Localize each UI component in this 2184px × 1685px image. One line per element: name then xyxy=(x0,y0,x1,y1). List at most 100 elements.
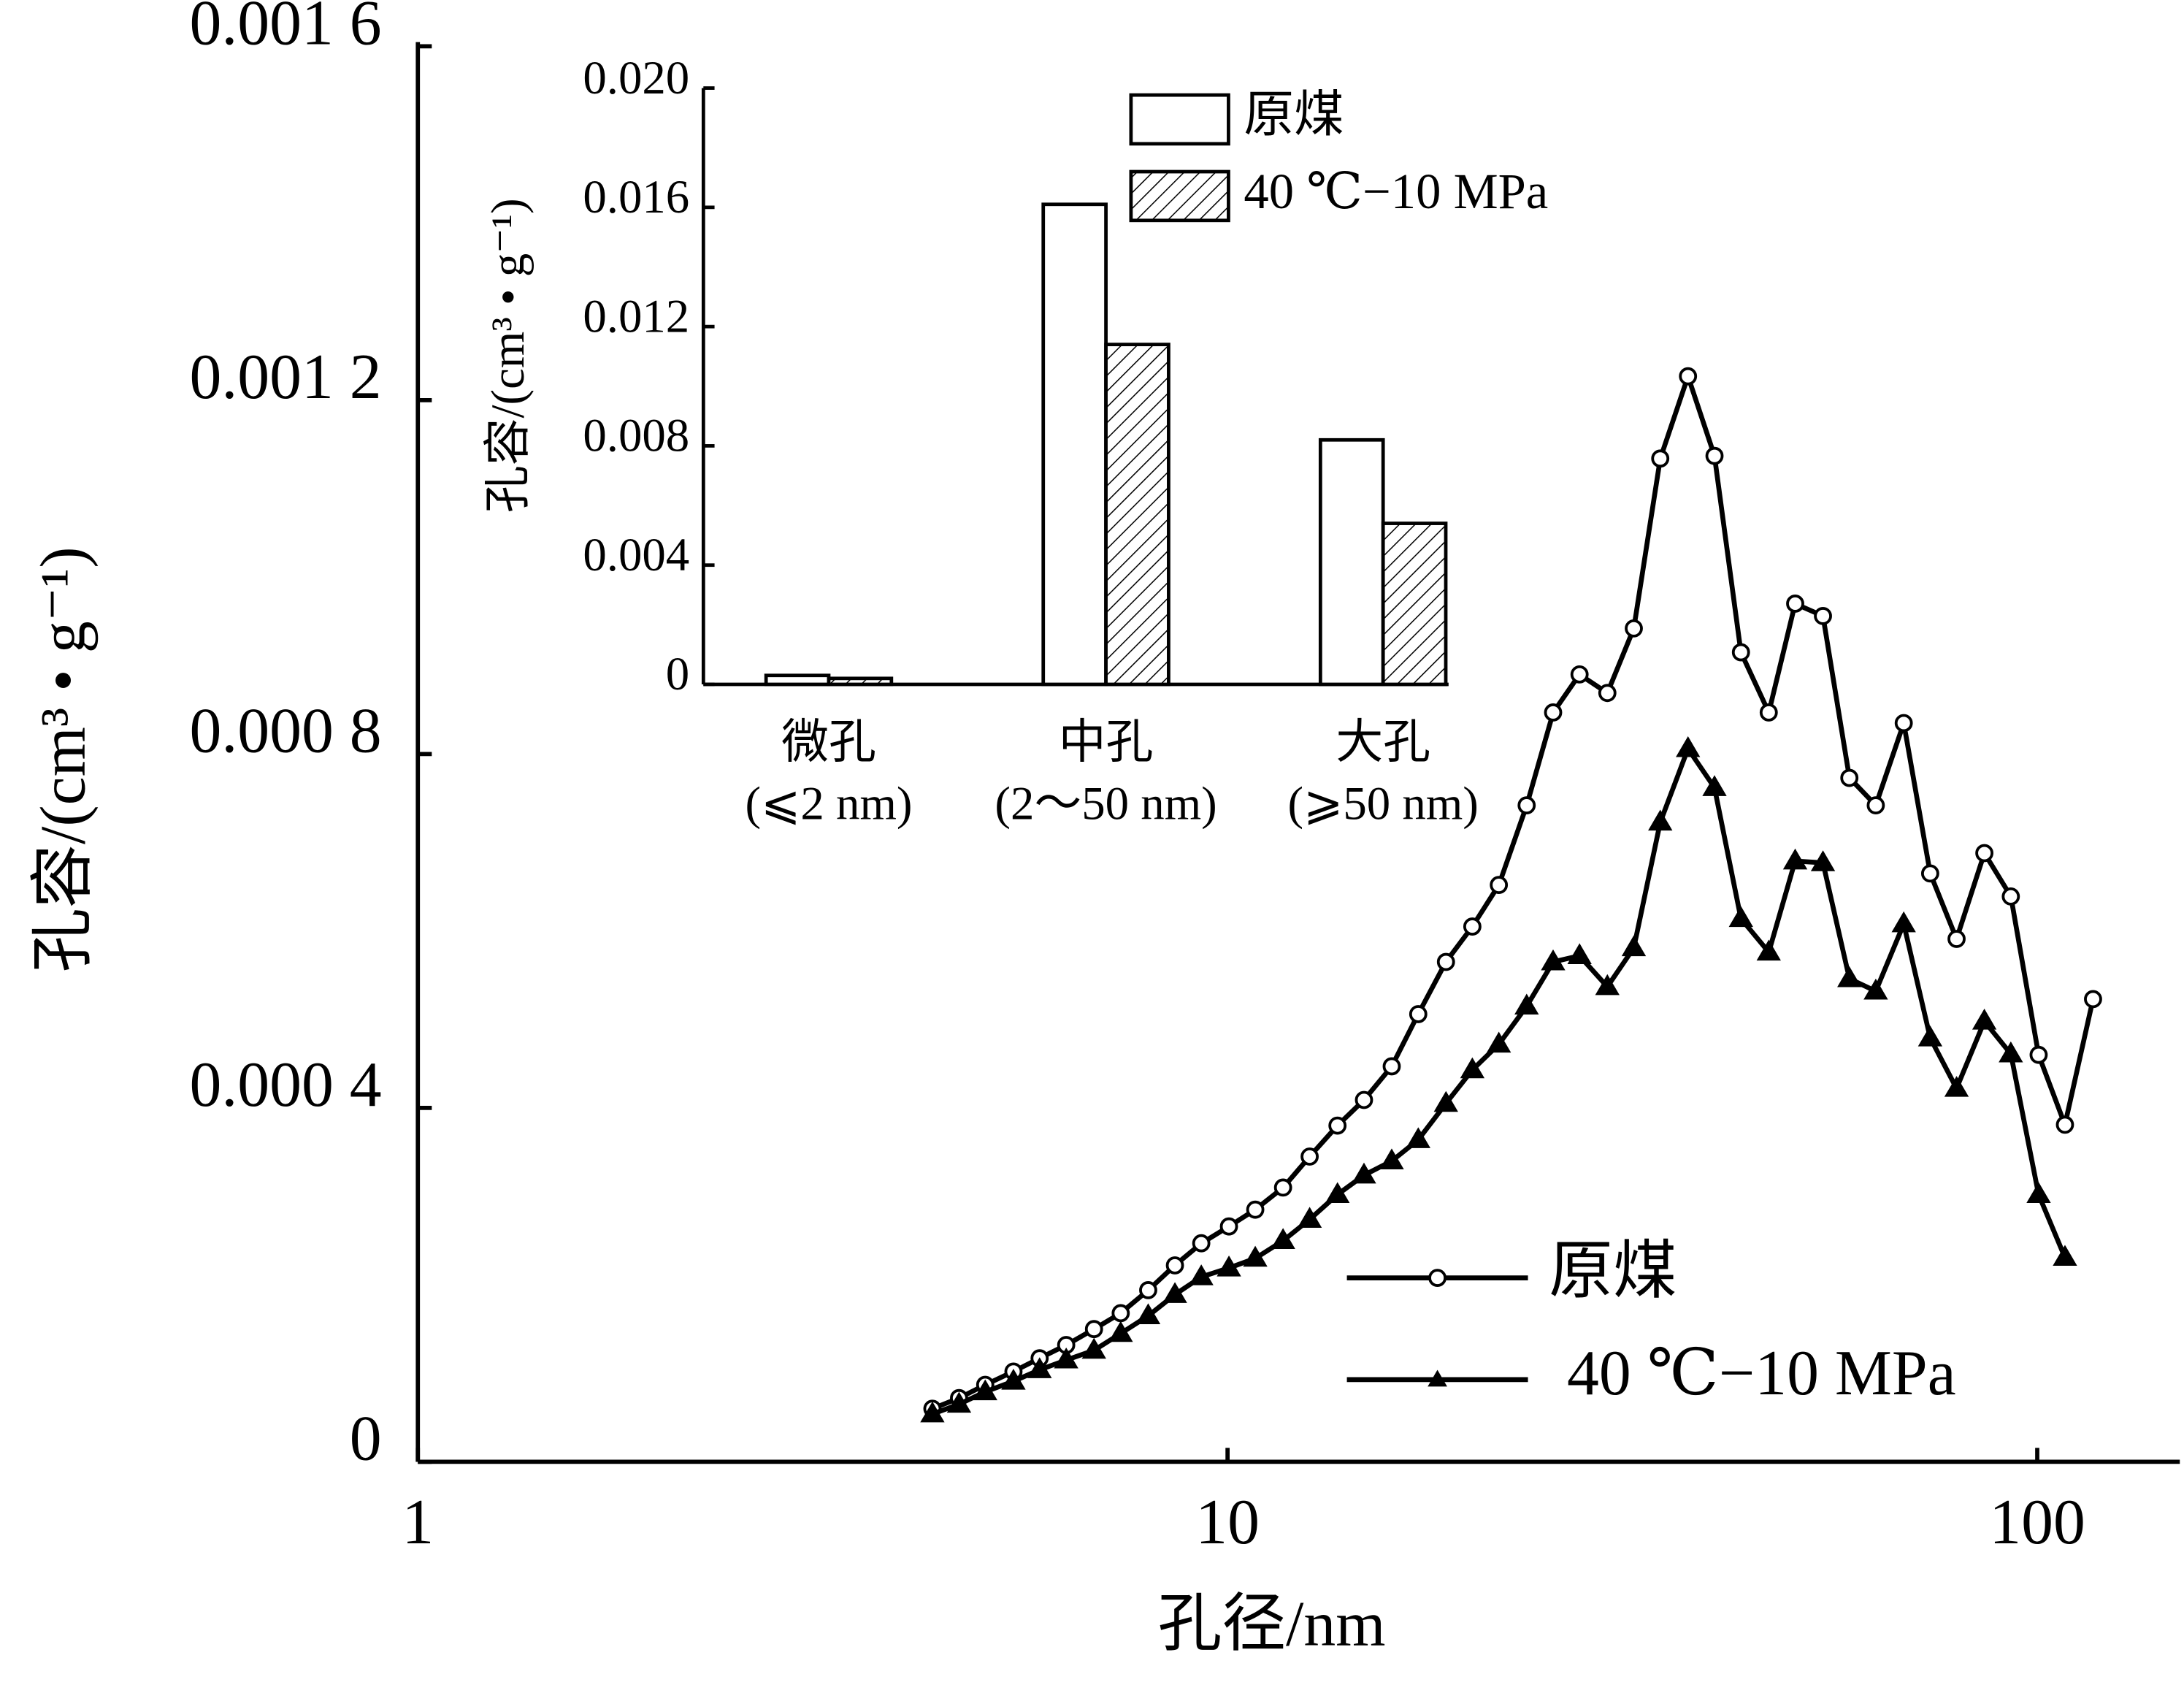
point xyxy=(1219,1217,1238,1236)
point xyxy=(1433,1090,1458,1112)
point xyxy=(1081,1337,1106,1359)
point xyxy=(1162,1282,1187,1303)
point xyxy=(1297,1207,1322,1228)
point xyxy=(1514,993,1539,1015)
x-tick-label: 1 xyxy=(402,1486,434,1557)
inset-y-axis-label: 孔容/(cm³ • g⁻¹) xyxy=(482,198,534,513)
point xyxy=(1409,1005,1428,1023)
point xyxy=(2084,990,2102,1009)
point xyxy=(1866,796,1885,815)
point xyxy=(1243,1245,1268,1267)
point xyxy=(2001,887,2020,906)
x-axis-label: 孔径/nm xyxy=(1158,1588,1386,1659)
legend-label: 40 ℃−10 MPa xyxy=(1567,1337,1956,1408)
bar xyxy=(764,673,831,687)
inset-y-tick-label: 0 xyxy=(666,648,689,700)
legend-swatch xyxy=(1129,169,1230,223)
point xyxy=(1840,768,1859,787)
inset-y-tick-label: 0.020 xyxy=(583,52,689,104)
point xyxy=(1837,966,1862,987)
point xyxy=(1944,1076,1969,1097)
point xyxy=(1679,367,1698,386)
point xyxy=(1567,943,1592,964)
inset-category-label: (⩾50 nm) xyxy=(1287,778,1478,830)
inset-category-label: (2～50 nm) xyxy=(995,778,1216,830)
point xyxy=(2055,1115,2074,1134)
series-line xyxy=(931,743,2067,1417)
point xyxy=(1676,735,1701,757)
point xyxy=(1702,775,1727,796)
point xyxy=(1490,876,1509,895)
point xyxy=(1595,974,1620,996)
point xyxy=(920,1401,945,1423)
inset-category-label: 中孔 xyxy=(1059,717,1154,769)
legend-label: 40 ℃−10 MPa xyxy=(1244,164,1548,219)
y-tick-label: 0.001 2 xyxy=(189,341,381,412)
legend-marker xyxy=(1428,1269,1447,1288)
point xyxy=(1486,1031,1511,1053)
y-tick-label: 0.001 6 xyxy=(189,0,381,58)
point xyxy=(1975,844,1994,863)
inset-category-label: (⩽2 nm) xyxy=(745,778,912,830)
bar xyxy=(827,676,894,687)
y-tick-label: 0.000 8 xyxy=(189,695,381,766)
point xyxy=(1054,1347,1078,1369)
inset-y-tick-label: 0.012 xyxy=(583,290,689,343)
point xyxy=(1999,1041,2023,1063)
point xyxy=(1273,1178,1292,1197)
point xyxy=(1759,703,1778,722)
point xyxy=(2053,1245,2077,1266)
point xyxy=(1352,1162,1376,1184)
point xyxy=(1544,703,1563,722)
point xyxy=(1625,619,1643,638)
point xyxy=(1216,1255,1241,1277)
point xyxy=(1436,952,1455,971)
point xyxy=(1139,1281,1157,1299)
inset-category-label: 微孔 xyxy=(781,717,876,769)
point xyxy=(1027,1357,1052,1378)
point xyxy=(1705,446,1724,465)
point xyxy=(1460,1057,1485,1079)
point xyxy=(1782,848,1808,870)
point xyxy=(1001,1369,1026,1390)
x-tick-label: 100 xyxy=(1989,1486,2085,1557)
point xyxy=(1108,1321,1133,1342)
point xyxy=(1786,595,1804,613)
point xyxy=(1648,809,1673,831)
point xyxy=(1863,978,1888,1000)
y-tick-label: 0 xyxy=(350,1403,382,1474)
point xyxy=(1382,1057,1401,1076)
point xyxy=(1406,1127,1430,1148)
point xyxy=(1192,1234,1211,1253)
point xyxy=(1165,1256,1184,1275)
point xyxy=(1651,449,1670,468)
point xyxy=(1328,1116,1347,1135)
bar xyxy=(1104,343,1170,687)
legend-label: 原煤 xyxy=(1549,1236,1677,1307)
point xyxy=(1084,1320,1103,1339)
point xyxy=(1570,665,1589,684)
point xyxy=(1728,906,1753,928)
point xyxy=(1135,1303,1161,1324)
inset-y-tick-label: 0.008 xyxy=(583,410,689,462)
point xyxy=(2026,1182,2051,1204)
point xyxy=(1246,1200,1265,1219)
point xyxy=(1463,917,1482,936)
legend-label: 原煤 xyxy=(1244,87,1344,142)
legend-marker xyxy=(1428,1369,1447,1387)
legend-swatch xyxy=(1129,93,1230,146)
bar xyxy=(1318,438,1385,687)
inset-y-tick-label: 0.004 xyxy=(583,529,689,581)
inset-y-tick-label: 0.016 xyxy=(583,171,689,223)
bar xyxy=(1041,202,1108,687)
point xyxy=(973,1379,997,1401)
point xyxy=(1972,1009,1997,1030)
point xyxy=(1517,796,1536,815)
y-axis-label: 孔容/(cm³ • g⁻¹) xyxy=(28,547,99,973)
inset-category-label: 大孔 xyxy=(1336,717,1430,769)
point xyxy=(1325,1182,1350,1204)
x-tick-label: 10 xyxy=(1195,1486,1260,1557)
point xyxy=(1621,935,1647,957)
point xyxy=(1920,864,1939,883)
